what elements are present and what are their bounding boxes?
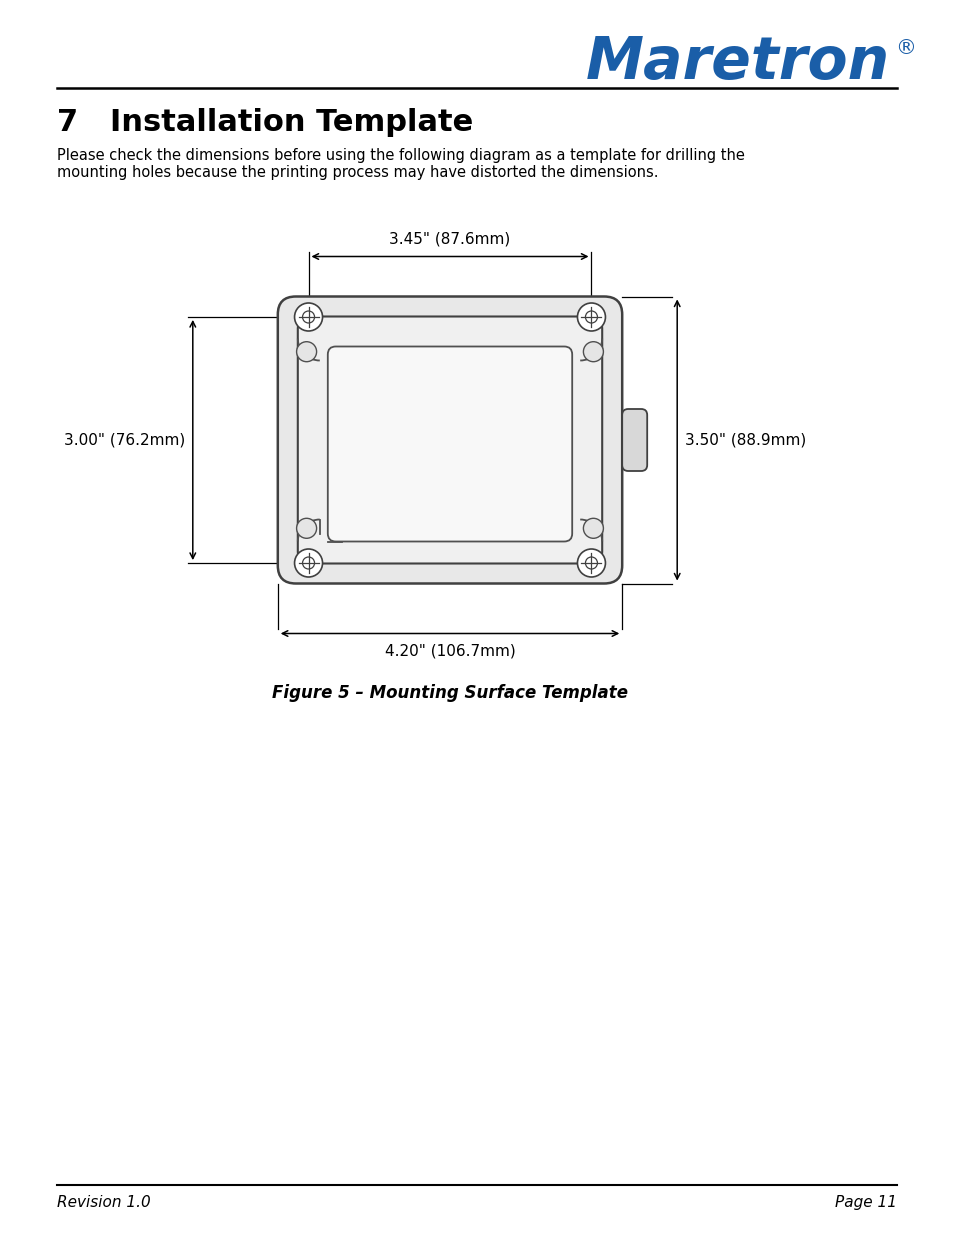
Text: ®: ® [894, 38, 915, 58]
Circle shape [585, 557, 597, 569]
Text: Revision 1.0: Revision 1.0 [57, 1195, 151, 1210]
Circle shape [296, 519, 316, 538]
Text: 3.00" (76.2mm): 3.00" (76.2mm) [64, 432, 185, 447]
Text: 7   Installation Template: 7 Installation Template [57, 107, 473, 137]
FancyBboxPatch shape [297, 316, 601, 563]
Text: Page 11: Page 11 [834, 1195, 896, 1210]
Text: Please check the dimensions before using the following diagram as a template for: Please check the dimensions before using… [57, 148, 744, 180]
FancyBboxPatch shape [621, 409, 646, 471]
Circle shape [583, 342, 602, 362]
Text: 4.20" (106.7mm): 4.20" (106.7mm) [384, 643, 515, 658]
FancyBboxPatch shape [277, 296, 621, 583]
Circle shape [585, 311, 597, 324]
Circle shape [583, 519, 602, 538]
Text: Figure 5 – Mounting Surface Template: Figure 5 – Mounting Surface Template [272, 683, 627, 701]
Text: 3.45" (87.6mm): 3.45" (87.6mm) [389, 231, 510, 247]
Text: 3.50" (88.9mm): 3.50" (88.9mm) [684, 432, 805, 447]
Circle shape [294, 303, 322, 331]
Text: Maretron: Maretron [585, 33, 889, 90]
Circle shape [294, 550, 322, 577]
Circle shape [577, 550, 605, 577]
FancyBboxPatch shape [328, 347, 572, 541]
Circle shape [296, 342, 316, 362]
Circle shape [302, 557, 314, 569]
Circle shape [302, 311, 314, 324]
Circle shape [577, 303, 605, 331]
